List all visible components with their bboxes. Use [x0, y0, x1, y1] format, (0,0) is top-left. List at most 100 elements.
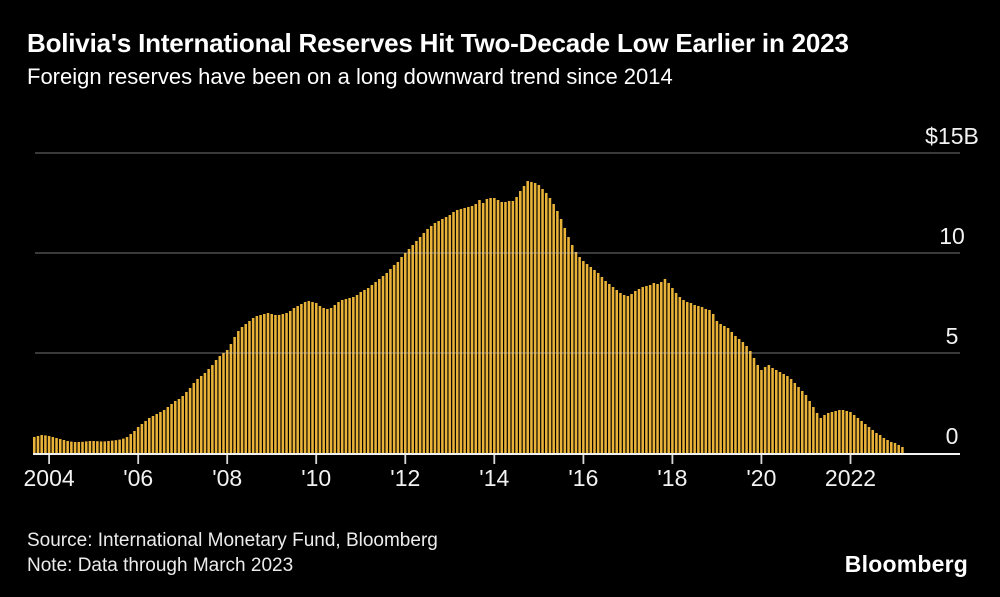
bar-month [300, 304, 303, 453]
bar-month [596, 273, 600, 453]
bar-month [860, 421, 863, 453]
chart-area: $15B 10 5 0 2004 '06 '08 '10 '12 '14 '16 '18 '20 2022 [0, 118, 1000, 500]
bar-month [804, 395, 808, 453]
bar-month [481, 203, 485, 453]
bar-month [697, 306, 700, 453]
bar-month [838, 410, 841, 453]
bar-month [58, 439, 62, 453]
bar-month [285, 313, 288, 453]
bar-month [144, 421, 147, 453]
bar-month [485, 199, 489, 453]
x-axis-label: '12 [390, 465, 420, 491]
bar-month [125, 437, 129, 453]
bar-month [411, 245, 414, 453]
bar-month [248, 321, 251, 453]
bar-month [51, 437, 55, 453]
bar-month [237, 331, 240, 453]
bar-month [589, 267, 593, 453]
bar-month [244, 324, 248, 453]
bar-month [507, 201, 511, 453]
bar-month [400, 257, 403, 453]
bar-month [852, 415, 856, 453]
bar-month [103, 441, 107, 453]
bar-month [652, 283, 656, 453]
bar-month [170, 404, 173, 453]
bar-month [474, 204, 478, 453]
bar-month [199, 376, 203, 453]
bar-month [114, 440, 118, 453]
bar-month [277, 315, 281, 453]
bar-month [203, 373, 207, 453]
bar-month [240, 327, 244, 453]
bar-month [648, 285, 652, 453]
bar-month [767, 365, 771, 453]
bar-month [188, 388, 192, 453]
bar-month [585, 264, 589, 453]
bar-month [552, 204, 555, 453]
bar-month [222, 353, 225, 453]
bar-month [823, 415, 826, 453]
y-axis-label: 10 [939, 223, 965, 249]
bar-month [84, 441, 88, 453]
bar-month [396, 262, 400, 453]
bar-month [556, 211, 559, 453]
bar-month [504, 202, 507, 453]
bar-month [455, 210, 459, 453]
bar-month [530, 182, 533, 453]
bar-month [559, 219, 563, 453]
bar-month [578, 257, 581, 453]
bar-month [600, 277, 604, 453]
bar-month [663, 279, 667, 453]
bar-month [500, 202, 504, 453]
bar-month [856, 418, 860, 453]
bar-month [752, 358, 756, 453]
bar-month [570, 245, 574, 453]
bar-month [162, 410, 166, 453]
x-axis-label: '06 [123, 465, 153, 491]
bar-month [515, 197, 518, 453]
bar-month [229, 344, 233, 453]
bar-month [890, 442, 893, 453]
bar-month [611, 287, 615, 453]
bar-month [659, 282, 663, 453]
bar-month [233, 337, 236, 453]
bar-month [808, 401, 811, 453]
bar-month [270, 314, 273, 453]
bar-month [444, 217, 448, 453]
bloomberg-logo: Bloomberg [844, 551, 968, 577]
bar-month [533, 183, 537, 453]
bar-month [110, 440, 114, 453]
bar-month [563, 228, 567, 453]
bar-month [886, 440, 889, 453]
bar-month [875, 433, 878, 453]
bar-month [348, 298, 351, 453]
bar-month [40, 435, 43, 453]
bar-month [66, 441, 69, 453]
bar-month [429, 226, 433, 453]
bar-month [92, 441, 95, 453]
bar-month [604, 281, 607, 453]
bar-month [374, 282, 377, 453]
bar-month [548, 198, 552, 453]
bar-month [47, 436, 51, 453]
bar-month [775, 370, 778, 453]
bar-month [582, 261, 585, 453]
bar-month [207, 369, 210, 453]
bar-month [763, 367, 767, 453]
bar-month [815, 413, 819, 453]
bar-month [33, 437, 36, 453]
bar-month [326, 309, 329, 453]
bar-month [778, 372, 782, 453]
bar-month [441, 219, 444, 453]
bar-month [192, 383, 196, 453]
bar-month [867, 427, 871, 453]
bar-month [459, 209, 463, 453]
bar-month [418, 237, 422, 453]
bar-month [255, 316, 259, 453]
bar-month [845, 411, 849, 453]
bar-month [489, 198, 492, 453]
bar-month [826, 413, 830, 453]
bar-month [537, 185, 541, 453]
bar-month [467, 207, 470, 453]
x-axis-label: '10 [301, 465, 331, 491]
